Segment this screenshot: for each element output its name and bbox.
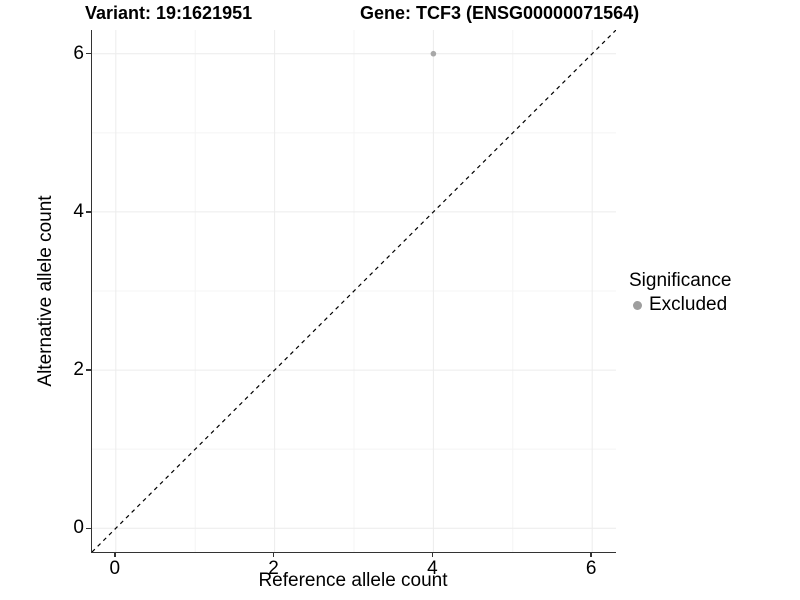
legend-title: Significance	[629, 270, 732, 291]
x-tick-label: 0	[109, 558, 121, 579]
legend-item-label: Excluded	[649, 294, 728, 315]
y-tick-mark	[86, 211, 91, 213]
variant-title: Variant: 19:1621951	[85, 3, 253, 23]
gene-title: Gene: TCF3 (ENSG00000071564)	[360, 3, 640, 23]
x-tick-mark	[590, 552, 592, 557]
y-tick-mark	[86, 53, 91, 55]
identity-dashed-line	[92, 30, 616, 552]
x-tick-mark	[431, 552, 434, 557]
plot-panel	[91, 30, 616, 553]
y-tick-label: 0	[73, 517, 84, 539]
x-tick-label: 2	[268, 558, 279, 579]
data-point	[430, 50, 437, 57]
y-tick-label: 4	[73, 200, 84, 222]
y-tick-label: 2	[73, 359, 84, 381]
excluded-dot-icon	[633, 300, 642, 310]
legend: Significance Excluded	[629, 270, 731, 316]
y-tick-label: 6	[73, 42, 84, 64]
legend-item-excluded: Excluded	[629, 294, 731, 316]
scatter-plot-canvas	[92, 30, 616, 552]
y-tick-mark	[86, 527, 91, 529]
x-tick-label: 6	[585, 558, 597, 579]
y-tick-mark	[86, 369, 91, 371]
x-axis-title: Reference allele count	[258, 570, 448, 591]
x-tick-label: 4	[427, 558, 438, 579]
x-tick-mark	[114, 552, 116, 557]
y-axis-title: Alternative allele count	[35, 195, 56, 387]
x-tick-mark	[272, 552, 275, 557]
